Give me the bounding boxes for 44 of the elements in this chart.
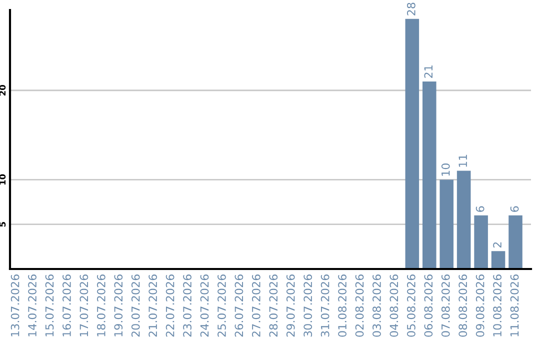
data-label: 11 bbox=[458, 154, 467, 167]
data-label: 6 bbox=[476, 206, 484, 212]
x-tick-label: 30.07.2026 bbox=[304, 274, 312, 337]
x-tick-label: 01.08.2026 bbox=[338, 274, 346, 337]
x-tick-label: 16.07.2026 bbox=[62, 274, 71, 336]
x-tick-label: 03.08.2026 bbox=[372, 274, 381, 337]
x-tick-label: 08.08.2026 bbox=[458, 274, 468, 337]
bar bbox=[508, 215, 522, 269]
data-label: 28 bbox=[406, 2, 416, 16]
bar bbox=[491, 251, 506, 269]
bar bbox=[405, 18, 420, 269]
x-tick-label: 04.08.2026 bbox=[390, 274, 398, 337]
x-tick-label: 24.07.2026 bbox=[200, 274, 209, 337]
x-tick-label: 21.07.2026 bbox=[148, 274, 158, 337]
x-tick-label: 28.07.2026 bbox=[269, 274, 278, 337]
x-tick-label: 20.07.2026 bbox=[131, 274, 140, 337]
x-tick-label: 15.07.2026 bbox=[45, 274, 54, 336]
x-tick-label: 19.07.2026 bbox=[114, 274, 123, 336]
x-tick-label: 26.07.2026 bbox=[234, 274, 244, 337]
x-tick-label: 17.07.2026 bbox=[80, 274, 88, 336]
bar bbox=[422, 81, 436, 269]
data-label: 6 bbox=[510, 206, 519, 212]
x-tick-label: 13.07.2026 bbox=[10, 274, 20, 336]
x-tick-label: 31.07.2026 bbox=[320, 274, 330, 337]
x-tick-label: 27.07.2026 bbox=[252, 274, 260, 337]
x-tick-label: 02.08.2026 bbox=[355, 274, 364, 337]
data-label: 10 bbox=[441, 164, 450, 176]
x-tick-label: 06.08.2026 bbox=[424, 274, 433, 337]
data-label: 2 bbox=[493, 242, 502, 248]
x-tick-label: 23.07.2026 bbox=[183, 274, 192, 337]
x-tick-label: 05.08.2026 bbox=[406, 274, 416, 337]
bar bbox=[474, 215, 488, 269]
x-tick-label: 07.08.2026 bbox=[441, 274, 450, 337]
x-tick-label: 18.07.2026 bbox=[96, 274, 106, 336]
x-tick-label: 25.07.2026 bbox=[218, 274, 226, 337]
x-tick-label: 29.07.2026 bbox=[286, 274, 295, 337]
x-tick-label: 09.08.2026 bbox=[476, 274, 484, 337]
bar bbox=[456, 170, 471, 269]
x-tick-label: 14.07.2026 bbox=[28, 274, 36, 336]
x-tick-label: 11.08.2026 bbox=[510, 274, 519, 336]
x-tick-label: 10.08.2026 bbox=[493, 274, 502, 336]
bar bbox=[440, 180, 454, 269]
data-label: 21 bbox=[424, 66, 432, 78]
x-tick-label: 22.07.2026 bbox=[166, 274, 174, 337]
